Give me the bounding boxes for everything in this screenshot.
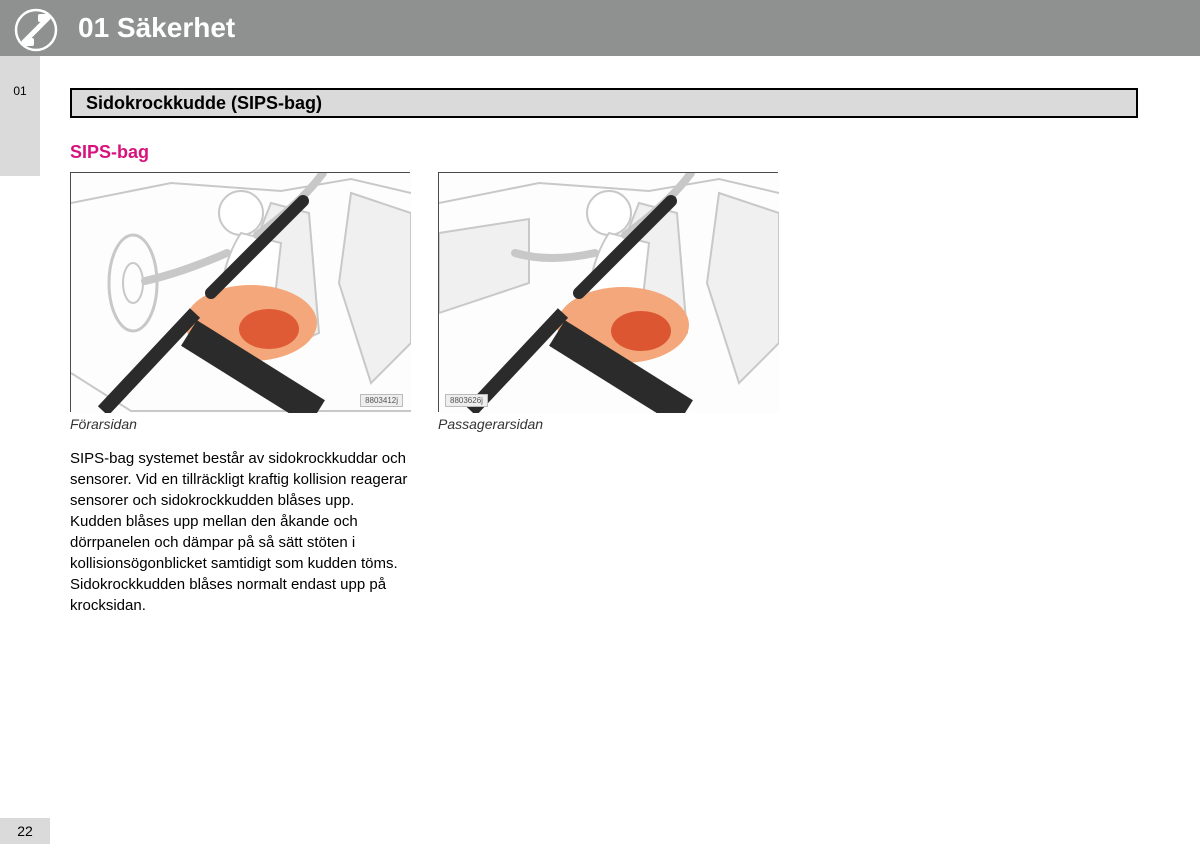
- figure-code: 8803626j: [445, 394, 488, 407]
- figure-caption-driver: Förarsidan: [70, 416, 137, 432]
- illustration-driver-side: [71, 173, 411, 413]
- figure-passenger-side: 8803626j: [438, 172, 778, 412]
- subsection-heading: SIPS-bag: [70, 142, 149, 163]
- page-number-box: 22: [0, 818, 50, 844]
- page-number: 22: [17, 823, 33, 839]
- illustration-passenger-side: [439, 173, 779, 413]
- figure-driver-side: 8803412j: [70, 172, 410, 412]
- figure-code: 8803412j: [360, 394, 403, 407]
- chapter-number: 01: [0, 56, 40, 98]
- chapter-title: 01 Säkerhet: [78, 12, 235, 44]
- section-title-bar: Sidokrockkudde (SIPS-bag): [70, 88, 1138, 118]
- body-paragraph: SIPS-bag systemet består av sidokrockkud…: [70, 448, 410, 616]
- seatbelt-icon: [14, 8, 58, 52]
- chapter-header-bar: 01 Säkerhet: [0, 0, 1200, 56]
- chapter-side-tab: 01: [0, 56, 40, 176]
- section-title: Sidokrockkudde (SIPS-bag): [86, 93, 322, 114]
- figure-caption-passenger: Passagerarsidan: [438, 416, 543, 432]
